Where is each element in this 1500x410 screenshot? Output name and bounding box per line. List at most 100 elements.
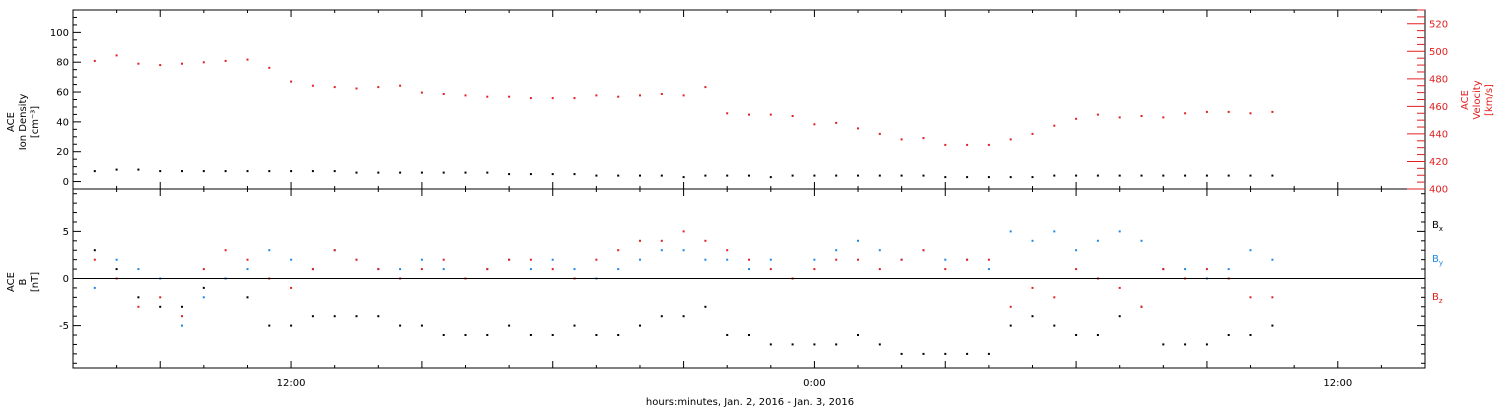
density-point — [1096, 174, 1099, 177]
bz-point — [529, 258, 532, 261]
density-point — [115, 168, 118, 171]
velocity-point — [617, 95, 620, 98]
bz-point — [508, 258, 511, 261]
by-point — [726, 258, 729, 261]
by-point — [181, 324, 183, 327]
bz-point — [290, 286, 293, 289]
velocity-point — [1271, 110, 1274, 113]
b-tick-label: 0 — [63, 274, 69, 285]
bz-point — [442, 258, 445, 261]
density-tick-label: 100 — [50, 28, 69, 39]
bz-point — [1053, 296, 1056, 299]
bx-point — [900, 352, 903, 355]
bz-point — [748, 258, 750, 261]
velocity-point — [791, 115, 794, 117]
bx-point — [660, 315, 663, 318]
bx-point — [1009, 324, 1012, 327]
x-tick-label: 12:00 — [277, 378, 306, 389]
bfield-axis-label-line2: B — [18, 278, 29, 285]
density-point — [333, 170, 336, 173]
bx-point — [1031, 315, 1034, 318]
velocity-point — [442, 93, 445, 95]
bx-point — [639, 324, 641, 327]
bz-point — [181, 315, 183, 318]
bz-point — [769, 268, 772, 271]
density-point — [508, 173, 511, 176]
density-point — [617, 174, 620, 177]
density-axis-label-line2: Ion Density — [18, 94, 29, 151]
velocity-tick-label: 480 — [1429, 74, 1448, 85]
density-point — [529, 173, 532, 176]
bx-point — [93, 249, 96, 252]
velocity-point — [1096, 113, 1099, 116]
bz-point — [704, 239, 707, 242]
bx-point — [355, 315, 358, 318]
velocity-tick-label: 400 — [1429, 185, 1448, 196]
legend-bx-main: B — [1432, 220, 1439, 231]
velocity-point — [224, 59, 227, 62]
bz-point — [966, 258, 969, 261]
bx-point — [377, 315, 380, 318]
velocity-point — [769, 113, 772, 116]
bx-point — [682, 315, 685, 318]
by-point — [769, 258, 772, 261]
bz-point — [137, 305, 140, 308]
bfield-axis-label-line1: ACE — [6, 272, 17, 292]
bx-point — [987, 352, 990, 355]
density-point — [181, 170, 183, 173]
density-point — [311, 170, 314, 173]
bz-point — [1162, 268, 1165, 271]
velocity-point — [966, 143, 969, 146]
bx-point — [966, 352, 969, 355]
bz-point — [246, 258, 249, 261]
velocity-point — [181, 62, 183, 65]
velocity-point — [1249, 112, 1252, 115]
by-point — [987, 268, 990, 271]
by-point — [704, 258, 707, 261]
panel-frames — [72, 9, 1426, 369]
by-point — [1227, 268, 1230, 271]
density-velocity-series — [93, 54, 1274, 179]
velocity-point — [551, 97, 554, 100]
by-point — [442, 268, 445, 271]
density-point — [748, 174, 750, 177]
velocity-point — [1009, 138, 1012, 141]
bx-point — [1096, 334, 1099, 336]
density-point — [835, 174, 838, 177]
bx-point — [595, 334, 598, 336]
bz-point — [93, 258, 96, 261]
bz-point — [944, 268, 947, 271]
density-point — [1075, 174, 1078, 177]
density-point — [1184, 174, 1187, 177]
bz-point — [987, 258, 990, 261]
velocity-point — [987, 143, 990, 146]
velocity-point — [1162, 116, 1165, 119]
velocity-point — [835, 121, 838, 124]
bx-point — [573, 324, 576, 327]
velocity-point — [355, 87, 358, 90]
by-point — [1075, 249, 1078, 252]
bx-point — [944, 352, 947, 355]
velocity-point — [573, 97, 576, 100]
legend-bz: Bz — [1432, 292, 1443, 305]
bz-point — [726, 249, 729, 252]
velocity-point — [377, 86, 380, 89]
velocity-point — [529, 97, 532, 100]
bx-point — [769, 343, 772, 346]
density-point — [813, 174, 816, 177]
density-point — [900, 174, 903, 177]
bz-point — [1118, 286, 1121, 289]
bz-point — [333, 249, 336, 252]
density-point — [726, 174, 729, 177]
velocity-point — [857, 127, 859, 130]
by-point — [573, 268, 576, 271]
velocity-point — [137, 62, 140, 65]
legend-bx-sub: x — [1439, 225, 1443, 233]
by-point — [420, 258, 423, 261]
bz-point — [551, 268, 554, 271]
bx-point — [1271, 324, 1274, 327]
bx-point — [813, 343, 816, 346]
bx-point — [420, 324, 423, 327]
by-point — [639, 258, 641, 261]
bx-point — [922, 352, 925, 355]
